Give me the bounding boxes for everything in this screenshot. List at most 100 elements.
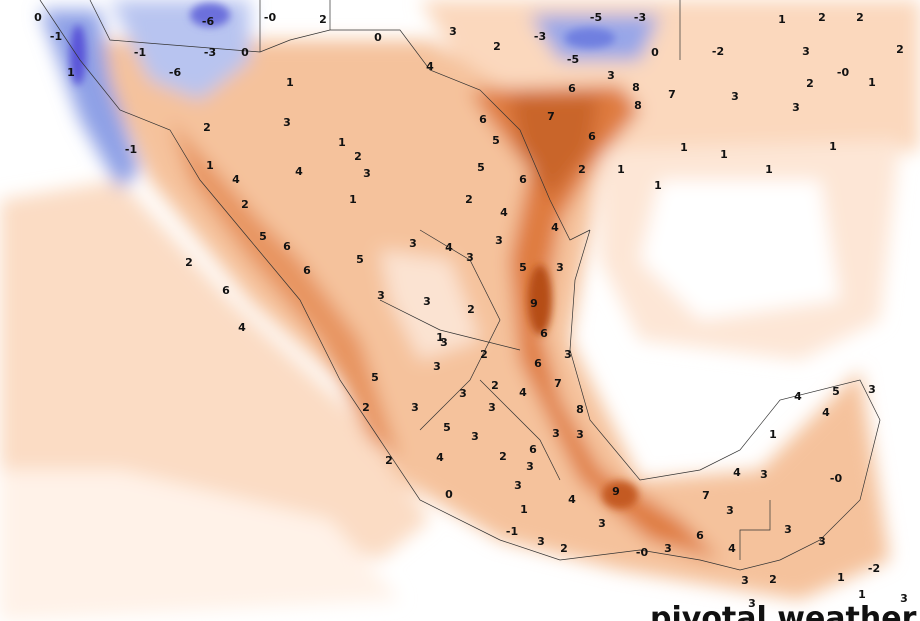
anomaly-label: 2 [465, 193, 473, 206]
anomaly-label: 6 [529, 443, 537, 456]
anomaly-label: 3 [459, 387, 467, 400]
anomaly-label: 1 [778, 13, 786, 26]
anomaly-label: -3 [534, 30, 546, 43]
anomaly-label: -5 [567, 53, 579, 66]
anomaly-label: 3 [607, 69, 615, 82]
anomaly-label: -1 [50, 30, 62, 43]
anomaly-label: 3 [440, 336, 448, 349]
anomaly-label: -1 [134, 46, 146, 59]
anomaly-label: 1 [769, 428, 777, 441]
anomaly-label: 2 [818, 11, 826, 24]
anomaly-label: 6 [568, 82, 576, 95]
anomaly-label: -5 [590, 11, 602, 24]
anomaly-label: 4 [500, 206, 508, 219]
anomaly-label: 1 [654, 179, 662, 192]
anomaly-label: 4 [519, 386, 527, 399]
anomaly-label: 3 [411, 401, 419, 414]
anomaly-label: 2 [560, 542, 568, 555]
anomaly-label: 3 [409, 237, 417, 250]
anomaly-label: -3 [204, 46, 216, 59]
anomaly-label: 7 [554, 377, 562, 390]
anomaly-cores [70, 3, 638, 509]
anomaly-label: 3 [564, 348, 572, 361]
anomaly-label: -1 [506, 525, 518, 538]
anomaly-label: 2 [896, 43, 904, 56]
anomaly-label: 1 [858, 588, 866, 601]
anomaly-label: 3 [423, 295, 431, 308]
anomaly-label: 1 [436, 331, 444, 344]
anomaly-label: 3 [868, 383, 876, 396]
anomaly-label: 3 [495, 234, 503, 247]
anomaly-label: 2 [480, 348, 488, 361]
anomaly-label: 1 [349, 193, 357, 206]
anomaly-label: 7 [547, 110, 555, 123]
anomaly-label: 3 [526, 460, 534, 473]
anomaly-label: 3 [576, 428, 584, 441]
anomaly-label: 0 [445, 488, 453, 501]
anomaly-label: 1 [338, 136, 346, 149]
anomaly-label: 4 [568, 493, 576, 506]
anomaly-label: 3 [802, 45, 810, 58]
anomaly-label: 0 [241, 46, 249, 59]
anomaly-label: -2 [868, 562, 880, 575]
label-layer: 0-1-6 -0 20 32-3-5 -30-5-2 31 2 22-01237886341-… [34, 11, 908, 610]
anomaly-label: 4 [436, 451, 444, 464]
anomaly-label: 3 [377, 289, 385, 302]
anomaly-label: 2 [241, 198, 249, 211]
anomaly-label: 5 [492, 134, 500, 147]
anomaly-label: 6 [534, 357, 542, 370]
anomaly-label: 3 [598, 517, 606, 530]
anomaly-label: 6 [479, 113, 487, 126]
anomaly-label: 1 [868, 76, 876, 89]
anomaly-label: 2 [806, 77, 814, 90]
anomaly-label: 3 [514, 479, 522, 492]
anomaly-label: 9 [530, 297, 538, 310]
anomaly-label: 8 [576, 403, 584, 416]
anomaly-label: 1 [286, 76, 294, 89]
anomaly-label: 3 [731, 90, 739, 103]
anomaly-label: 0 [651, 46, 659, 59]
anomaly-label: -1 [125, 143, 137, 156]
anomaly-label: 3 [664, 542, 672, 555]
anomaly-label: 3 [537, 535, 545, 548]
anomaly-label: 9 [612, 485, 620, 498]
anomaly-label: -6 [169, 66, 182, 79]
anomaly-label: 3 [488, 401, 496, 414]
anomaly-label: 4 [426, 60, 434, 73]
anomaly-label: 3 [726, 504, 734, 517]
anomaly-label: 2 [362, 401, 370, 414]
anomaly-label: 4 [822, 406, 830, 419]
anomaly-label: 2 [467, 303, 475, 316]
anomaly-label: -0 [830, 472, 843, 485]
anomaly-label: 2 [491, 379, 499, 392]
anomaly-label: 3 [556, 261, 564, 274]
anomaly-label: 3 [818, 535, 826, 548]
anomaly-label: 1 [720, 148, 728, 161]
anomaly-label: 1 [67, 66, 75, 79]
anomaly-label: 4 [295, 165, 303, 178]
anomaly-label: 5 [477, 161, 485, 174]
anomaly-label: 4 [238, 321, 246, 334]
anomaly-label: -0 [837, 66, 850, 79]
anomaly-label: 6 [696, 529, 704, 542]
anomaly-label: 6 [588, 130, 596, 143]
anomaly-label: 2 [769, 573, 777, 586]
anomaly-label: 3 [466, 251, 474, 264]
anomaly-label: 6 [303, 264, 311, 277]
anomaly-label: 5 [519, 261, 527, 274]
anomaly-label: 2 [185, 256, 193, 269]
anomaly-label: 2 [499, 450, 507, 463]
anomaly-label: 3 [900, 592, 908, 605]
anomaly-label: -0 [636, 546, 649, 559]
anomaly-label: 8 [634, 99, 642, 112]
anomaly-label: 6 [540, 327, 548, 340]
anomaly-label: 4 [551, 221, 559, 234]
anomaly-label: 5 [371, 371, 379, 384]
anomaly-label: 6 [519, 173, 527, 186]
anomaly-label: 4 [794, 390, 802, 403]
anomaly-label: 3 [760, 468, 768, 481]
anomaly-label: 2 [319, 13, 327, 26]
anomaly-label: 4 [733, 466, 741, 479]
anomaly-label: 2 [385, 454, 393, 467]
anomaly-label: 3 [792, 101, 800, 114]
